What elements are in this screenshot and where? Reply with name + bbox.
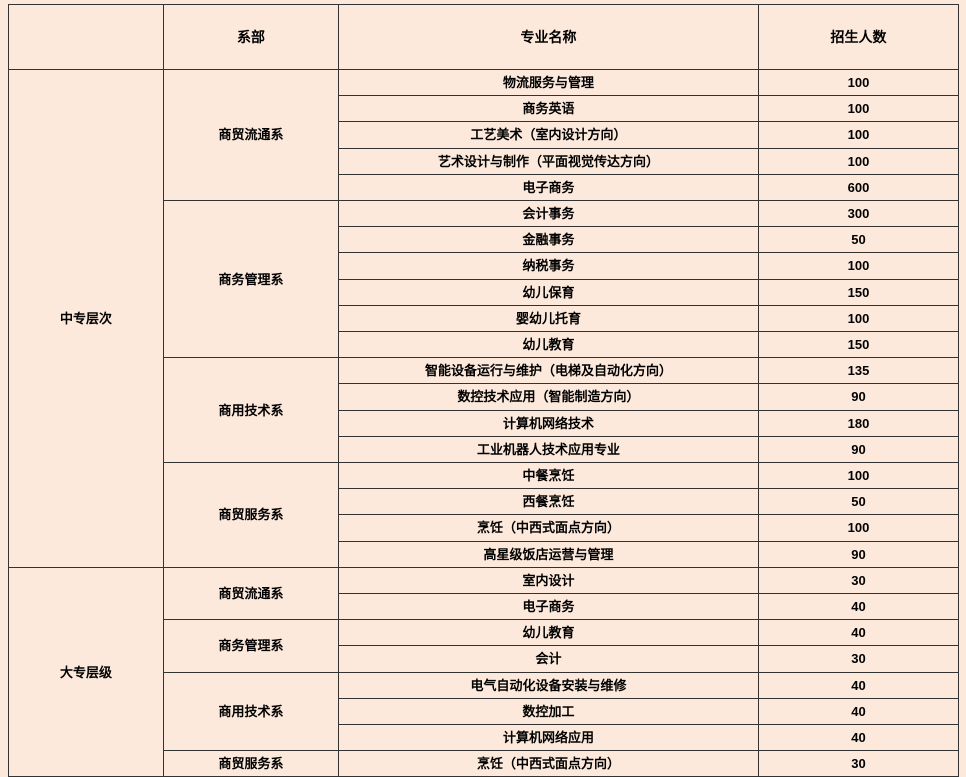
count-cell: 90 — [759, 436, 959, 462]
level-cell: 大专层级 — [9, 567, 164, 777]
dept-cell: 商贸服务系 — [164, 463, 339, 568]
count-cell: 100 — [759, 70, 959, 96]
major-cell: 会计事务 — [339, 201, 759, 227]
col-header-count: 招生人数 — [759, 5, 959, 70]
table-row: 中专层次商贸流通系物流服务与管理100 — [9, 70, 959, 96]
dept-cell: 商贸流通系 — [164, 567, 339, 619]
level-cell: 中专层次 — [9, 70, 164, 568]
major-cell: 艺术设计与制作（平面视觉传达方向） — [339, 148, 759, 174]
major-cell: 工艺美术（室内设计方向） — [339, 122, 759, 148]
major-cell: 高星级饭店运营与管理 — [339, 541, 759, 567]
major-cell: 烹饪（中西式面点方向） — [339, 751, 759, 777]
count-cell: 90 — [759, 541, 959, 567]
major-cell: 商务英语 — [339, 96, 759, 122]
major-cell: 会计 — [339, 646, 759, 672]
major-cell: 幼儿教育 — [339, 332, 759, 358]
count-cell: 135 — [759, 358, 959, 384]
dept-cell: 商用技术系 — [164, 358, 339, 463]
count-cell: 40 — [759, 620, 959, 646]
col-header-level — [9, 5, 164, 70]
major-cell: 数控加工 — [339, 698, 759, 724]
major-cell: 中餐烹饪 — [339, 463, 759, 489]
count-cell: 150 — [759, 279, 959, 305]
count-cell: 180 — [759, 410, 959, 436]
count-cell: 150 — [759, 332, 959, 358]
major-cell: 西餐烹饪 — [339, 489, 759, 515]
major-cell: 智能设备运行与维护（电梯及自动化方向） — [339, 358, 759, 384]
col-header-dept: 系部 — [164, 5, 339, 70]
count-cell: 40 — [759, 698, 959, 724]
count-cell: 100 — [759, 253, 959, 279]
count-cell: 50 — [759, 489, 959, 515]
major-cell: 工业机器人技术应用专业 — [339, 436, 759, 462]
count-cell: 100 — [759, 148, 959, 174]
major-cell: 数控技术应用（智能制造方向） — [339, 384, 759, 410]
major-cell: 烹饪（中西式面点方向） — [339, 515, 759, 541]
dept-cell: 商用技术系 — [164, 672, 339, 751]
dept-cell: 商贸服务系 — [164, 751, 339, 777]
major-cell: 电子商务 — [339, 174, 759, 200]
count-cell: 30 — [759, 646, 959, 672]
count-cell: 300 — [759, 201, 959, 227]
enrollment-table: 系部 专业名称 招生人数 中专层次商贸流通系物流服务与管理100商务英语100工… — [8, 4, 959, 777]
count-cell: 30 — [759, 567, 959, 593]
count-cell: 30 — [759, 751, 959, 777]
col-header-major: 专业名称 — [339, 5, 759, 70]
count-cell: 40 — [759, 672, 959, 698]
major-cell: 物流服务与管理 — [339, 70, 759, 96]
count-cell: 100 — [759, 96, 959, 122]
table-header-row: 系部 专业名称 招生人数 — [9, 5, 959, 70]
major-cell: 幼儿保育 — [339, 279, 759, 305]
dept-cell: 商务管理系 — [164, 201, 339, 358]
count-cell: 600 — [759, 174, 959, 200]
major-cell: 幼儿教育 — [339, 620, 759, 646]
count-cell: 50 — [759, 227, 959, 253]
major-cell: 电子商务 — [339, 594, 759, 620]
major-cell: 金融事务 — [339, 227, 759, 253]
major-cell: 婴幼儿托育 — [339, 305, 759, 331]
count-cell: 100 — [759, 305, 959, 331]
count-cell: 90 — [759, 384, 959, 410]
major-cell: 电气自动化设备安装与维修 — [339, 672, 759, 698]
major-cell: 纳税事务 — [339, 253, 759, 279]
count-cell: 100 — [759, 515, 959, 541]
dept-cell: 商贸流通系 — [164, 70, 339, 201]
count-cell: 100 — [759, 463, 959, 489]
major-cell: 室内设计 — [339, 567, 759, 593]
dept-cell: 商务管理系 — [164, 620, 339, 672]
major-cell: 计算机网络技术 — [339, 410, 759, 436]
count-cell: 100 — [759, 122, 959, 148]
count-cell: 40 — [759, 594, 959, 620]
table-row: 大专层级商贸流通系室内设计30 — [9, 567, 959, 593]
